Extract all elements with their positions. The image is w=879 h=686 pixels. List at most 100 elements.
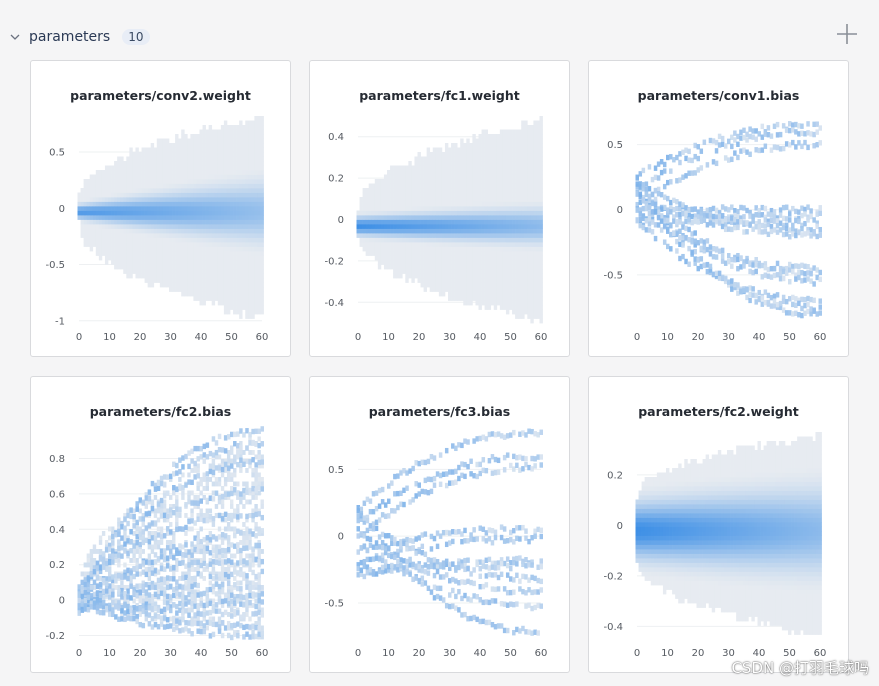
histogram-cell — [144, 260, 148, 265]
histogram-cell — [260, 147, 264, 153]
histogram-panel[interactable]: parameters/conv2.weight 0.5 0 -0.5 -1 0 10 20 30… — [30, 60, 291, 357]
histogram-cell — [230, 517, 234, 523]
histogram-cell — [451, 147, 455, 153]
histogram-cell — [211, 152, 216, 157]
histogram-cell — [754, 212, 758, 218]
histogram-cell — [257, 540, 261, 545]
histogram-cell — [512, 183, 516, 189]
histogram-cell — [739, 129, 743, 135]
histogram-cell — [223, 468, 228, 473]
histogram-cell — [104, 224, 109, 229]
histogram-cell — [438, 170, 443, 175]
histogram-cell — [472, 278, 476, 283]
histogram-cell — [260, 481, 264, 487]
histogram-cell — [138, 228, 142, 234]
histogram-cell — [684, 225, 688, 232]
histogram-cell — [408, 165, 412, 171]
histogram-cell — [117, 237, 121, 243]
histogram-cell — [196, 143, 200, 148]
histogram-cell — [126, 273, 130, 279]
histogram-cell — [202, 152, 206, 157]
histogram-cell — [248, 260, 252, 265]
histogram-cell — [499, 206, 504, 211]
histogram-cell — [536, 125, 540, 130]
histogram-cell — [420, 237, 424, 243]
histogram-cell — [242, 143, 246, 148]
histogram-cell — [101, 242, 106, 247]
histogram-cell — [86, 228, 91, 234]
section-title[interactable]: parameters — [29, 29, 111, 45]
histogram-cell — [104, 174, 109, 180]
histogram-cell — [220, 504, 225, 509]
histogram-cell — [509, 129, 513, 135]
histogram-cell — [469, 260, 473, 265]
histogram-panel[interactable]: parameters/conv1.bias 0.5 0 -0.5 0 10 20 30 40 50… — [588, 60, 849, 357]
histogram-cell — [162, 161, 167, 166]
histogram-cell — [690, 157, 694, 164]
histogram-cell — [733, 257, 737, 263]
histogram-cell — [260, 143, 264, 148]
histogram-cell — [493, 251, 498, 256]
histogram-cell — [226, 179, 231, 184]
histogram-cell — [457, 192, 461, 198]
histogram-cell — [245, 264, 249, 270]
histogram-cell — [390, 183, 394, 189]
histogram-panel[interactable]: parameters/fc1.weight 0.4 0.2 0 -0.2 -0.4 0 10 2… — [309, 60, 570, 357]
histogram-cell — [518, 219, 522, 225]
histogram-cell — [454, 282, 458, 288]
histogram-cell — [80, 219, 84, 225]
histogram-cell — [117, 156, 121, 162]
histogram-cell — [536, 282, 540, 288]
histogram-cell — [499, 147, 504, 153]
histogram-cell — [377, 210, 382, 216]
histogram-cell — [359, 210, 363, 216]
histogram-cell — [733, 137, 737, 143]
histogram-cell — [496, 152, 501, 157]
histogram-cell — [441, 287, 446, 292]
histogram-cell — [484, 206, 488, 211]
histogram-cell — [693, 256, 697, 262]
histogram-cell — [438, 165, 443, 171]
histogram-cell — [441, 260, 446, 265]
histogram-cell — [659, 218, 664, 224]
histogram-cell — [438, 287, 443, 292]
histogram-cell — [123, 161, 127, 166]
histogram-cell — [242, 269, 246, 274]
histogram-cell — [211, 138, 216, 144]
histogram-cell — [402, 210, 406, 216]
histogram-cell — [153, 237, 158, 243]
histogram-cell — [239, 495, 243, 500]
histogram-cell — [260, 255, 264, 261]
histogram-cell — [199, 152, 203, 157]
histogram-cell — [405, 273, 409, 279]
histogram-cell — [217, 179, 222, 184]
histogram-cell — [208, 170, 213, 175]
histogram-cell — [444, 143, 449, 148]
histogram-cell — [226, 273, 231, 279]
histogram-cell — [499, 192, 504, 198]
histogram-cell — [86, 201, 91, 207]
histogram-cell — [739, 289, 743, 295]
histogram-cell — [220, 246, 225, 252]
histogram-cell — [478, 161, 482, 166]
histogram-cell — [730, 257, 734, 263]
histogram-panel[interactable]: parameters/fc2.bias 0.8 0.6 0.4 0.2 0 -0.2 0 10 2… — [30, 376, 291, 673]
histogram-cell — [239, 183, 243, 189]
add-panel-button[interactable] — [835, 22, 859, 46]
chevron-down-icon[interactable] — [8, 30, 22, 44]
histogram-cell — [251, 143, 255, 148]
histogram-cell — [524, 161, 528, 166]
histogram-cell — [245, 553, 249, 559]
histogram-cell — [162, 192, 167, 198]
histogram-cell — [687, 237, 691, 243]
histogram-cell — [239, 152, 243, 157]
histogram-cell — [260, 170, 264, 175]
histogram-cell — [672, 206, 676, 213]
histogram-cell — [751, 262, 755, 268]
histogram-cell — [809, 213, 813, 220]
histogram-cell — [393, 192, 397, 198]
histogram-cell — [217, 300, 222, 306]
histogram-cell — [457, 161, 461, 166]
histogram-cell — [159, 255, 164, 261]
histogram-cell — [135, 233, 139, 238]
